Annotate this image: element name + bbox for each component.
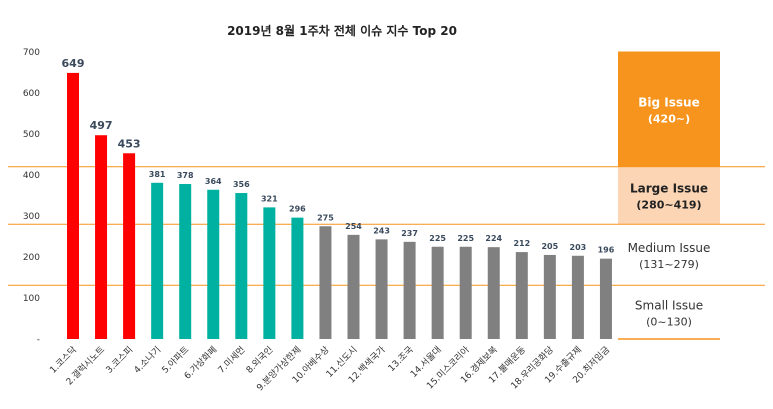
issue-band-3 — [618, 224, 720, 286]
y-tick-label: - — [37, 335, 40, 345]
bar-6 — [207, 189, 220, 339]
issue-band-range: (280~419) — [636, 199, 701, 212]
data-label-15: 225 — [457, 234, 474, 243]
data-label-19: 203 — [570, 243, 587, 252]
bar-4 — [151, 182, 164, 339]
bar-20 — [599, 258, 612, 339]
bar-14 — [431, 246, 444, 339]
data-label-12: 243 — [373, 226, 390, 235]
y-tick-label: 200 — [23, 253, 40, 263]
data-label-5: 378 — [177, 171, 194, 180]
issue-band-4 — [618, 285, 720, 339]
data-label-6: 364 — [205, 177, 222, 186]
data-label-1: 649 — [62, 57, 85, 70]
chart-title: 2019년 8월 1주차 전체 이슈 지수 Top 20 — [227, 23, 457, 38]
data-label-8: 321 — [261, 194, 278, 203]
data-label-3: 453 — [118, 137, 141, 150]
data-label-9: 296 — [289, 205, 306, 214]
issue-band-name: Medium Issue — [628, 241, 711, 255]
bar-3 — [123, 153, 136, 339]
data-label-17: 212 — [513, 239, 530, 248]
issue-band-range: (131~279) — [639, 258, 699, 271]
bar-16 — [487, 247, 500, 339]
data-label-16: 224 — [485, 234, 502, 243]
y-tick-label: 600 — [23, 89, 40, 99]
bar-1 — [67, 72, 79, 339]
data-label-4: 381 — [149, 170, 166, 179]
y-tick-label: 400 — [23, 171, 40, 181]
bar-17 — [515, 252, 528, 339]
data-label-20: 196 — [598, 246, 615, 255]
data-label-7: 356 — [233, 180, 250, 189]
issue-band-range: (420~) — [648, 112, 690, 125]
bar-9 — [291, 217, 304, 339]
bar-10 — [319, 226, 332, 339]
bar-18 — [543, 254, 556, 339]
bar-5 — [179, 184, 192, 339]
y-axis: - 100 200 300 400 500 600 700 — [23, 48, 40, 345]
x-tick-label-4: 4.소나기 — [132, 344, 163, 375]
data-label-11: 254 — [345, 222, 362, 231]
data-label-18: 205 — [541, 242, 558, 251]
data-label-13: 237 — [401, 229, 418, 238]
issue-band-name: Small Issue — [635, 298, 703, 312]
data-label-2: 497 — [90, 119, 113, 132]
y-tick-label: 700 — [23, 48, 40, 58]
y-tick-label: 300 — [23, 212, 40, 222]
bar-series: 649 497 453 381 378 364 356 321 296 275 254 243 237 2… — [62, 57, 615, 339]
y-tick-label: 100 — [23, 294, 40, 304]
bar-7 — [235, 193, 248, 339]
x-axis-labels: 1.코스닥2.갤럭시노트3.코스피4.소나기5.아파트6.가상화폐7.미세먼8.… — [48, 344, 612, 394]
bar-19 — [571, 255, 584, 339]
issue-band-panel: Big Issue (420~) Large Issue (280~419) Mediu… — [618, 52, 720, 339]
bar-11 — [347, 234, 360, 339]
x-tick-label-7: 7.미세먼 — [216, 344, 247, 375]
issue-band-name: Big Issue — [638, 95, 699, 109]
bar-15 — [459, 246, 472, 339]
issue-band-1 — [618, 52, 720, 167]
data-label-14: 225 — [429, 234, 446, 243]
bar-12 — [375, 239, 388, 339]
bar-8 — [263, 207, 276, 339]
x-tick-label-3: 3.코스피 — [104, 344, 135, 375]
issue-band-2 — [618, 167, 720, 225]
y-tick-label: 500 — [23, 130, 40, 140]
bar-13 — [403, 241, 416, 339]
issue-band-range: (0~130) — [646, 315, 692, 328]
data-label-10: 275 — [317, 213, 334, 222]
issue-band-name: Large Issue — [630, 182, 708, 196]
bar-2 — [95, 135, 108, 339]
